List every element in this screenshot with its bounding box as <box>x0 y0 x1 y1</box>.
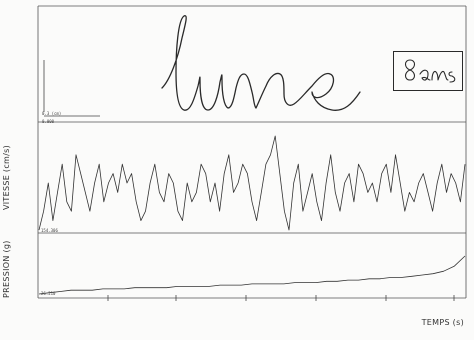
pression-min-label: 26.210 <box>41 291 56 296</box>
scale-bar <box>43 60 100 117</box>
age-note-box <box>393 51 463 91</box>
scale-bar-label: 0.3 (cm) <box>42 111 62 116</box>
handwriting-lune <box>161 15 361 111</box>
pression-series-line <box>38 255 466 295</box>
handwriting-age-note <box>404 59 456 83</box>
vitesse-min-label: 154.306 <box>41 228 58 233</box>
temps-axis-title: TEMPS (s) <box>421 318 464 327</box>
vitesse-axis-title: VITESSE (cm/s) <box>2 144 11 210</box>
vitesse-panel <box>38 135 466 231</box>
vitesse-series-line <box>38 135 466 231</box>
pression-axis-title: PRESSION (g) <box>2 240 11 298</box>
panel-frames <box>37 5 467 299</box>
pression-panel <box>38 255 466 295</box>
scale-zero-label: 0.000 <box>42 119 55 124</box>
time-ticks <box>107 295 455 301</box>
